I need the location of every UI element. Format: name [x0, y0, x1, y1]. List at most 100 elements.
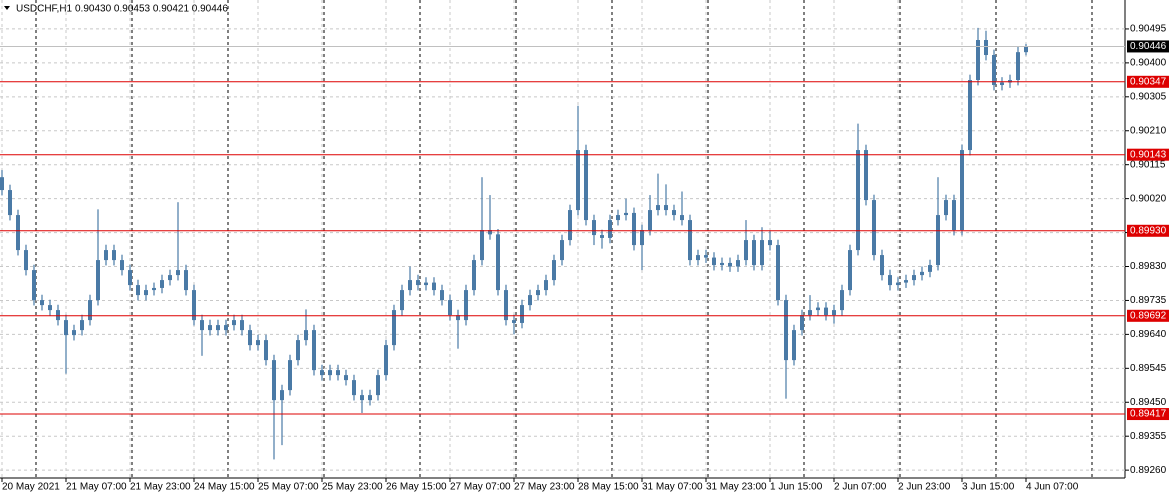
candle-body	[248, 330, 252, 346]
y-tick-label: 0.89450	[1130, 397, 1167, 408]
candle-body	[824, 307, 828, 316]
candle-body	[816, 307, 820, 311]
candle-body	[152, 287, 156, 291]
x-tick-label: 27 May 23:00	[514, 482, 575, 493]
candle-body	[544, 280, 548, 291]
candle-body	[272, 360, 276, 401]
y-tick-label: 0.90115	[1130, 159, 1166, 170]
candle-body	[232, 320, 236, 326]
candle-body	[528, 295, 532, 306]
candle-body	[536, 290, 540, 296]
candle-body	[520, 305, 524, 323]
candle-body	[112, 250, 116, 261]
x-tick-label: 2 Jun 23:00	[898, 482, 951, 493]
candle-body	[136, 285, 140, 296]
candle-body	[856, 150, 860, 251]
y-tick-label: 0.90305	[1130, 91, 1167, 102]
candle-body	[1008, 80, 1012, 83]
candle-body	[448, 300, 452, 316]
candle-body	[760, 240, 764, 266]
candle-body	[432, 282, 436, 291]
candle-body	[872, 200, 876, 256]
candle-body	[600, 235, 604, 238]
candle-body	[344, 375, 348, 381]
x-tick-label: 1 Jun 15:00	[770, 482, 823, 493]
candle-body	[840, 290, 844, 311]
level-label: 0.89930	[1130, 225, 1167, 236]
candle-body	[472, 260, 476, 291]
candle-body	[120, 260, 124, 271]
candle-body	[640, 230, 644, 246]
candle-body	[256, 340, 260, 346]
candle-body	[336, 370, 340, 376]
candle-body	[768, 240, 772, 246]
candle-body	[96, 260, 100, 301]
candle-body	[880, 255, 884, 276]
ohlc: 0.90430 0.90453 0.90421 0.90446	[75, 4, 228, 15]
candle-body	[960, 150, 964, 231]
candle-body	[752, 240, 756, 266]
menu-arrow[interactable]	[4, 6, 10, 10]
candle-body	[480, 230, 484, 261]
candle-body	[560, 240, 564, 261]
x-tick-label: 26 May 15:00	[386, 482, 447, 493]
candle-body	[968, 80, 972, 151]
candle-body	[376, 375, 380, 396]
level-box	[1127, 224, 1169, 237]
candle-body	[40, 300, 44, 306]
candle-body	[168, 275, 172, 281]
candle-body	[848, 250, 852, 291]
candle-body	[416, 280, 420, 286]
candle-body	[952, 200, 956, 231]
candle-body	[664, 205, 668, 211]
candle-body	[360, 395, 364, 401]
candle-body	[456, 315, 460, 321]
candle-body	[488, 230, 492, 235]
candle-body	[672, 210, 676, 216]
candle-body	[920, 271, 924, 276]
x-tick-label: 21 May 07:00	[66, 482, 127, 493]
candle-body	[280, 390, 284, 401]
candle-body	[64, 320, 68, 336]
y-tick-label: 0.89260	[1130, 465, 1167, 476]
level-label: 0.90347	[1130, 76, 1167, 87]
candle-body	[32, 270, 36, 301]
candle-body	[808, 310, 812, 316]
candle-body	[992, 55, 996, 86]
candle-body	[264, 340, 268, 361]
candle-body	[16, 215, 20, 251]
level-label: 0.90143	[1130, 149, 1167, 160]
y-tick-label: 0.90210	[1130, 125, 1167, 136]
candle-body	[744, 240, 748, 261]
candle-body	[784, 300, 788, 361]
candle-body	[736, 260, 740, 267]
candle-body	[608, 220, 612, 238]
x-tick-label: 27 May 07:00	[450, 482, 511, 493]
y-tick-label: 0.90400	[1130, 58, 1167, 69]
candle-body	[304, 330, 308, 341]
candle-body	[800, 315, 804, 331]
candle-body	[56, 310, 60, 321]
candle-body	[632, 212, 636, 246]
candle-body	[704, 255, 708, 258]
candle-body	[400, 290, 404, 311]
candle-body	[904, 280, 908, 283]
candle-body	[384, 345, 388, 376]
candle-body	[792, 330, 796, 361]
candle-body	[504, 290, 508, 321]
level-box	[1127, 75, 1169, 88]
y-tick-label: 0.89355	[1130, 431, 1167, 442]
candle-body	[320, 370, 324, 376]
candle-body	[392, 310, 396, 346]
candle-body	[1000, 82, 1004, 86]
level-box	[1127, 408, 1169, 421]
x-tick-label: 3 Jun 15:00	[962, 482, 1015, 493]
candle-body	[208, 325, 212, 331]
candle-body	[464, 290, 468, 321]
candle-body	[936, 215, 940, 266]
candle-body	[576, 150, 580, 211]
candle-body	[888, 275, 892, 286]
